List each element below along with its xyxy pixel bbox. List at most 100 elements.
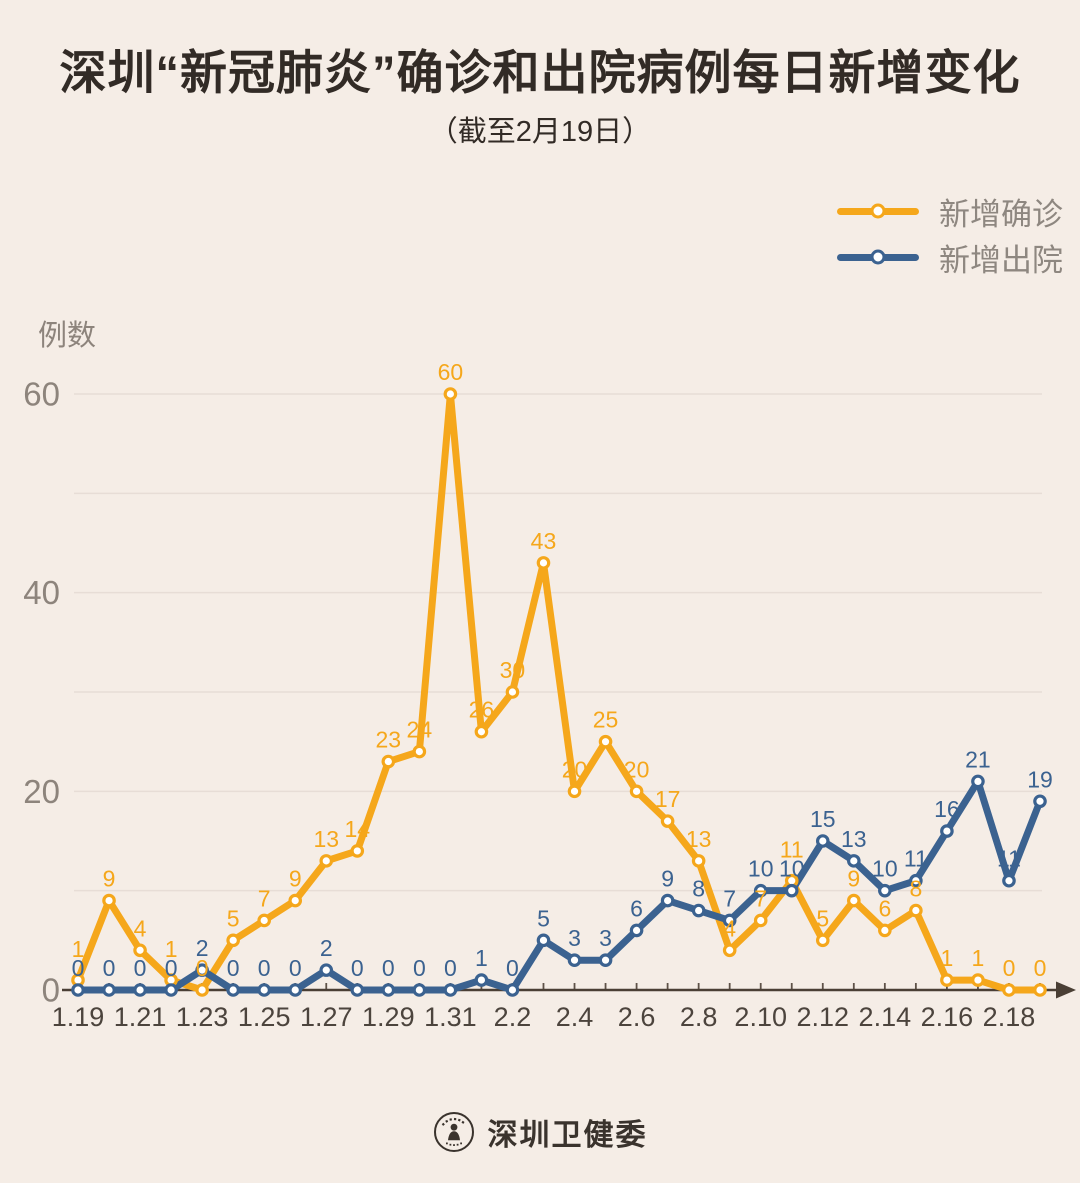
value-label-discharged: 11 — [997, 846, 1021, 872]
x-tick-label: 2.8 — [680, 1002, 718, 1032]
x-tick-label: 2.16 — [921, 1002, 974, 1032]
data-point-confirmed — [133, 943, 147, 958]
data-point-discharged — [598, 953, 613, 967]
value-label-confirmed: 20 — [562, 756, 588, 782]
value-label-discharged: 15 — [810, 806, 836, 832]
value-label-discharged: 9 — [661, 866, 674, 892]
legend: 新增确诊 新增出院 — [837, 188, 1063, 280]
data-point-discharged — [443, 983, 458, 997]
data-point-discharged — [691, 903, 706, 918]
data-point-confirmed — [598, 734, 613, 749]
data-point-discharged — [722, 913, 737, 928]
data-point-discharged — [474, 973, 489, 987]
chart-title: 深圳“新冠肺炎”确诊和出院病例每日新增变化 — [59, 46, 1021, 99]
legend-label-discharged: 新增出院 — [939, 242, 1063, 278]
value-label-discharged: 2 — [196, 935, 209, 961]
data-point-confirmed — [722, 943, 737, 958]
value-label-confirmed: 1 — [165, 936, 178, 962]
data-point-confirmed — [195, 983, 209, 997]
confirmed-line-swatch — [837, 203, 919, 219]
data-point-discharged — [784, 883, 799, 898]
value-label-confirmed: 4 — [723, 915, 736, 941]
data-point-confirmed — [319, 854, 334, 868]
value-label-confirmed: 20 — [624, 756, 650, 782]
data-point-confirmed — [536, 556, 551, 570]
value-label-confirmed: 8 — [909, 876, 922, 902]
value-label-confirmed: 6 — [878, 895, 891, 921]
data-point-confirmed — [629, 784, 644, 799]
data-point-discharged — [536, 933, 551, 948]
value-label-discharged: 7 — [723, 885, 736, 911]
value-label-confirmed: 5 — [816, 905, 829, 931]
value-label-confirmed: 9 — [847, 866, 860, 892]
value-label-confirmed: 13 — [313, 826, 339, 852]
value-label-confirmed: 14 — [344, 816, 370, 842]
value-label-confirmed: 1 — [972, 945, 985, 971]
data-point-discharged — [567, 953, 582, 967]
confirmed-dot-icon — [870, 203, 886, 219]
data-point-confirmed — [660, 814, 675, 828]
data-point-discharged — [102, 983, 116, 997]
value-label-discharged: 0 — [351, 955, 364, 981]
value-label-confirmed: 25 — [593, 707, 619, 733]
data-point-discharged — [412, 983, 427, 997]
data-point-discharged — [1002, 873, 1016, 888]
value-label-confirmed: 1 — [941, 945, 954, 971]
value-label-confirmed: 24 — [407, 717, 433, 743]
data-point-confirmed — [505, 685, 520, 699]
value-label-confirmed: 0 — [196, 955, 209, 981]
value-label-confirmed: 26 — [469, 697, 495, 723]
value-label-discharged: 8 — [692, 876, 705, 902]
data-point-confirmed — [847, 893, 861, 908]
legend-item-confirmed: 新增确诊 — [837, 188, 1063, 234]
data-point-discharged — [319, 963, 334, 977]
data-point-discharged — [257, 983, 271, 997]
value-label-confirmed: 0 — [1034, 955, 1047, 981]
data-point-discharged — [381, 983, 396, 997]
shenzhen-health-commission-logo-icon — [433, 1112, 474, 1152]
y-tick-label: 60 — [23, 376, 60, 413]
data-point-confirmed — [1002, 983, 1016, 997]
value-label-discharged: 6 — [630, 895, 643, 921]
data-point-discharged — [660, 893, 675, 908]
x-tick-label: 2.2 — [494, 1002, 532, 1032]
value-label-confirmed: 13 — [686, 826, 712, 852]
value-label-discharged: 11 — [904, 846, 928, 872]
value-label-discharged: 3 — [599, 925, 612, 951]
data-point-discharged — [350, 983, 365, 997]
value-label-discharged: 0 — [289, 955, 302, 981]
value-label-discharged: 0 — [444, 955, 457, 981]
value-label-discharged: 0 — [165, 955, 178, 981]
x-tick-label: 2.18 — [983, 1002, 1036, 1032]
data-point-discharged — [195, 963, 209, 977]
data-point-confirmed — [226, 933, 240, 948]
value-label-discharged: 0 — [72, 955, 85, 981]
data-point-discharged — [1033, 794, 1047, 809]
value-label-confirmed: 7 — [258, 885, 271, 911]
data-point-confirmed — [909, 903, 923, 918]
x-tick-label: 1.21 — [114, 1002, 167, 1032]
data-point-discharged — [753, 883, 768, 898]
value-label-discharged: 2 — [320, 935, 333, 961]
y-tick-label: 40 — [23, 574, 60, 611]
value-label-confirmed: 30 — [500, 657, 526, 683]
x-tick-label: 2.14 — [859, 1002, 912, 1032]
value-label-discharged: 0 — [134, 955, 147, 981]
legend-item-discharged: 新增出院 — [837, 234, 1063, 280]
footer: 深圳卫健委 — [0, 1110, 1080, 1154]
data-point-confirmed — [878, 923, 892, 938]
value-label-confirmed: 7 — [754, 885, 767, 911]
value-label-confirmed: 9 — [103, 866, 116, 892]
data-point-discharged — [629, 923, 644, 938]
x-axis-arrow-icon — [1056, 981, 1076, 999]
data-point-confirmed — [474, 724, 489, 739]
value-label-discharged: 19 — [1027, 766, 1053, 792]
discharged-line-swatch — [837, 249, 919, 265]
data-point-discharged — [909, 873, 923, 888]
data-point-discharged — [847, 854, 861, 868]
value-label-discharged: 5 — [537, 905, 550, 931]
value-label-confirmed: 43 — [531, 528, 557, 554]
x-tick-label: 1.29 — [362, 1002, 415, 1032]
x-tick-label: 2.4 — [556, 1002, 594, 1032]
